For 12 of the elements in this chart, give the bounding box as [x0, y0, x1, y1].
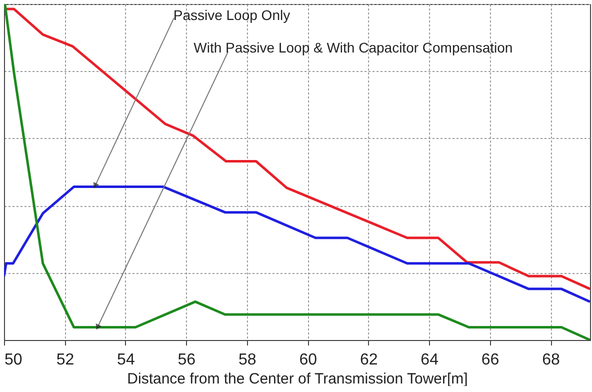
- x-tick-label: 58: [238, 352, 256, 368]
- x-tick-label: 54: [117, 352, 135, 368]
- x-tick-label: 60: [299, 352, 318, 368]
- x-tick-label: 64: [420, 352, 439, 368]
- x-tick-label: 50: [4, 352, 22, 368]
- x-tick-label: 56: [178, 352, 196, 368]
- annotation: With Passive Loop & With Capacitor Compensation: [194, 39, 513, 56]
- x-tick-label: 62: [360, 352, 378, 368]
- x-tick-label: 66: [481, 352, 500, 368]
- x-tick-label: 52: [56, 352, 74, 368]
- x-tick-label: 68: [542, 352, 560, 368]
- annotation: Passive Loop Only: [173, 6, 290, 23]
